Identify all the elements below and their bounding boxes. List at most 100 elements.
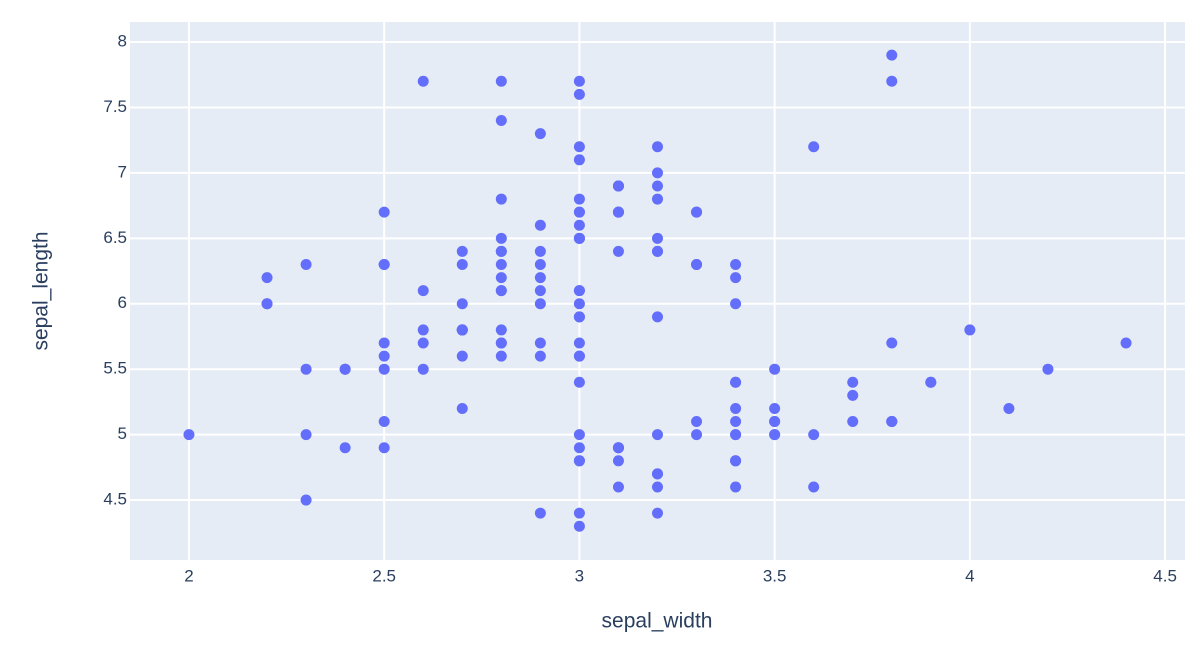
point	[417, 285, 429, 297]
x-tick-label: 2.5	[372, 566, 396, 585]
point	[691, 429, 703, 441]
point	[456, 324, 468, 336]
point	[495, 193, 507, 205]
y-tick-label: 8	[118, 32, 127, 51]
point	[534, 258, 546, 270]
point	[534, 272, 546, 284]
point	[495, 272, 507, 284]
point	[652, 180, 663, 192]
point	[612, 481, 624, 493]
point	[808, 429, 820, 441]
y-tick-label: 7	[118, 162, 127, 181]
point	[652, 232, 663, 244]
point	[612, 206, 624, 218]
x-tick-label: 3	[575, 566, 584, 585]
point	[495, 350, 507, 362]
point	[417, 337, 429, 349]
point	[573, 232, 585, 244]
point	[378, 416, 390, 428]
point	[183, 429, 195, 441]
point	[847, 376, 859, 388]
point	[730, 298, 742, 310]
point	[573, 442, 585, 454]
point	[691, 416, 703, 428]
y-axis-title: sepal_length	[30, 231, 53, 350]
point	[495, 75, 507, 87]
point	[417, 324, 429, 336]
point	[808, 141, 820, 153]
point	[495, 115, 507, 127]
point	[808, 481, 820, 493]
point	[534, 337, 546, 349]
point	[573, 206, 585, 218]
x-tick-label: 4	[965, 566, 974, 585]
point	[612, 180, 624, 192]
point	[769, 363, 781, 375]
point	[886, 416, 898, 428]
point	[378, 258, 390, 270]
y-tick-label: 6	[118, 293, 127, 312]
point	[378, 442, 390, 454]
point	[652, 193, 663, 205]
point	[1120, 337, 1132, 349]
point	[495, 285, 507, 297]
point	[925, 376, 937, 388]
point	[573, 154, 585, 166]
point	[300, 363, 312, 375]
point	[573, 75, 585, 87]
point	[378, 350, 390, 362]
point	[612, 442, 624, 454]
y-tick-label: 5	[118, 424, 127, 443]
point	[378, 337, 390, 349]
point	[847, 389, 859, 401]
point	[573, 350, 585, 362]
point	[300, 429, 312, 441]
point	[730, 481, 742, 493]
point	[339, 363, 351, 375]
point	[573, 376, 585, 388]
point	[534, 285, 546, 297]
point	[886, 75, 898, 87]
point	[573, 219, 585, 231]
point	[730, 429, 742, 441]
point	[730, 455, 742, 467]
point	[456, 350, 468, 362]
point	[573, 429, 585, 441]
point	[300, 494, 312, 506]
point	[456, 402, 468, 414]
point	[573, 285, 585, 297]
point	[964, 324, 976, 336]
point	[573, 455, 585, 467]
point	[730, 402, 742, 414]
point	[691, 206, 703, 218]
point	[378, 206, 390, 218]
point	[573, 141, 585, 153]
point	[573, 311, 585, 323]
point	[730, 416, 742, 428]
x-tick-label: 2	[184, 566, 193, 585]
point	[652, 481, 663, 493]
point	[612, 245, 624, 257]
point	[495, 232, 507, 244]
point	[652, 468, 663, 480]
point	[456, 298, 468, 310]
point	[769, 429, 781, 441]
x-tick-label: 3.5	[763, 566, 787, 585]
point	[339, 442, 351, 454]
point	[652, 141, 663, 153]
point	[261, 298, 273, 310]
point	[495, 245, 507, 257]
point	[534, 128, 546, 140]
y-tick-label: 4.5	[103, 490, 127, 509]
point	[652, 507, 663, 519]
point	[573, 298, 585, 310]
point	[691, 258, 703, 270]
point	[573, 88, 585, 100]
point	[378, 363, 390, 375]
point	[847, 416, 859, 428]
point	[1042, 363, 1054, 375]
point	[573, 193, 585, 205]
point	[573, 520, 585, 532]
point	[534, 219, 546, 231]
